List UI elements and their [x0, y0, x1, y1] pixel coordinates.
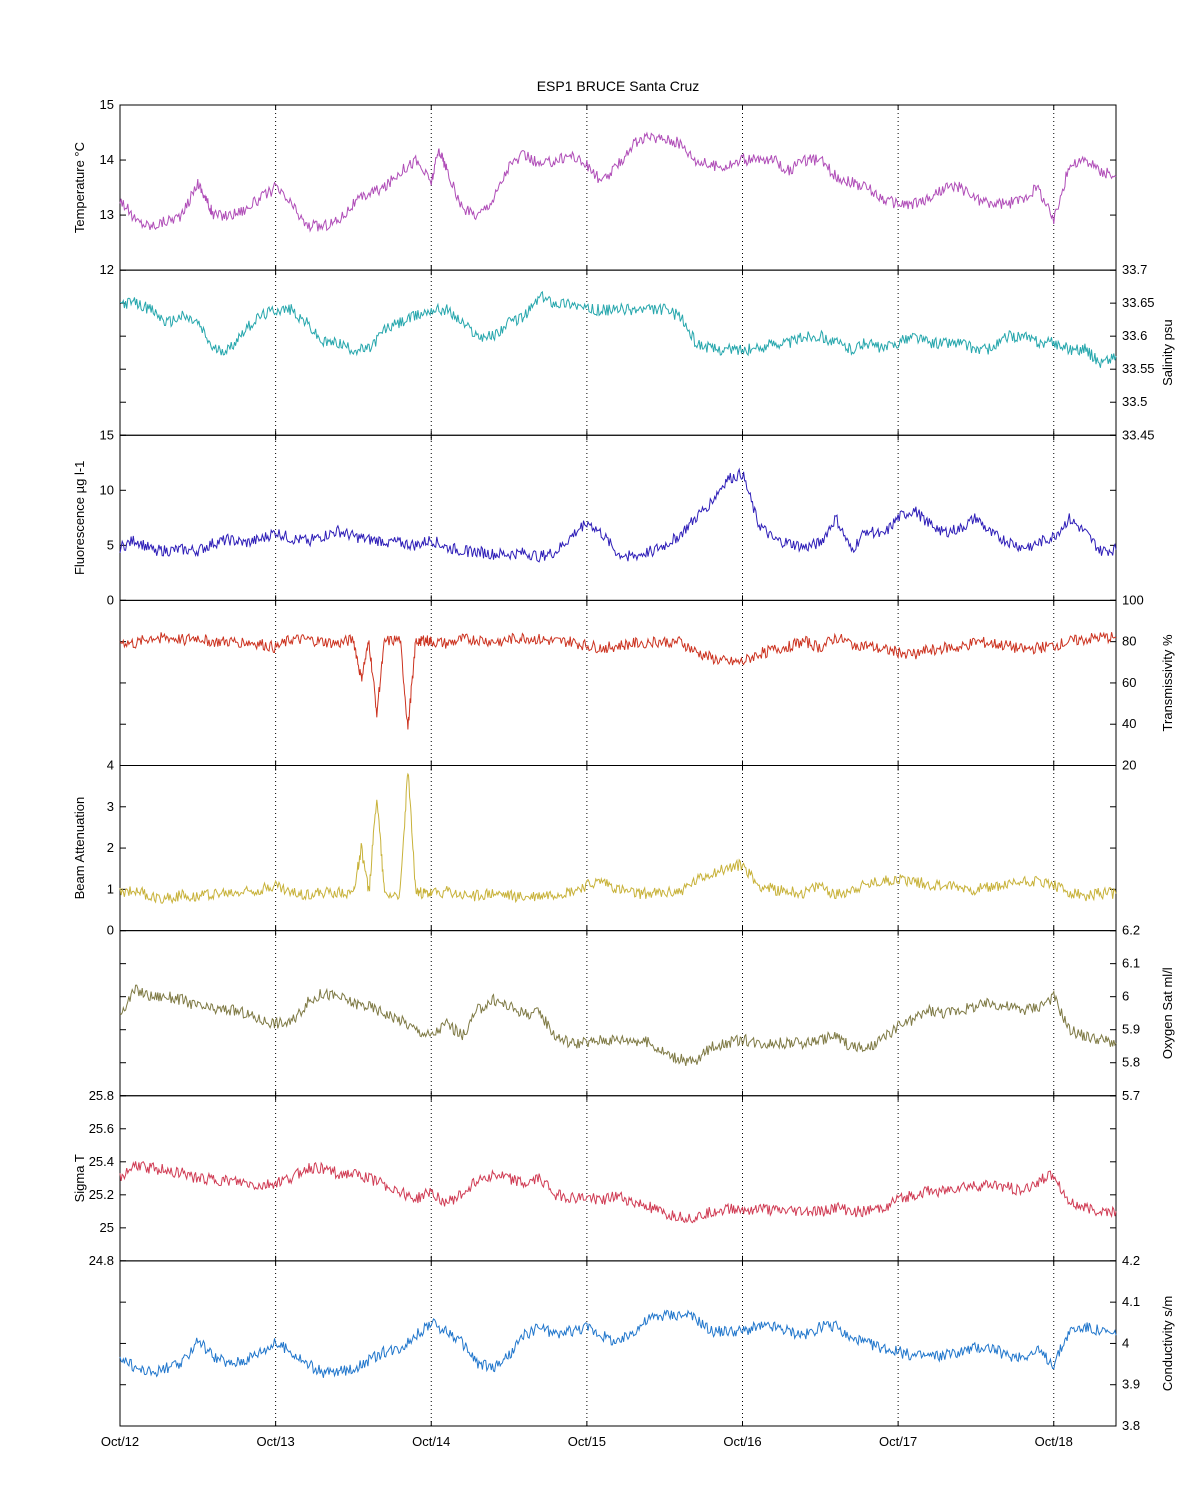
- y-tick-label: 24.8: [89, 1253, 114, 1268]
- y-axis-label-oxygen: Oxygen Sat ml/l: [1160, 967, 1175, 1059]
- y-tick-label: 5.9: [1122, 1022, 1140, 1037]
- y-tick-label: 13: [100, 207, 114, 222]
- y-axis-label-sigma_t: Sigma T: [72, 1154, 87, 1202]
- y-tick-label: 33.55: [1122, 361, 1155, 376]
- y-tick-label: 3: [107, 799, 114, 814]
- y-tick-label: 3.8: [1122, 1418, 1140, 1433]
- series-line-conductivity: [119, 1309, 1117, 1378]
- y-tick-label: 33.5: [1122, 394, 1147, 409]
- y-tick-label: 0: [107, 923, 114, 938]
- x-tick-label: Oct/14: [412, 1434, 450, 1449]
- series-line-salinity: [119, 290, 1117, 368]
- x-tick-label: Oct/15: [568, 1434, 606, 1449]
- y-tick-label: 100: [1122, 592, 1144, 607]
- y-tick-label: 25.8: [89, 1088, 114, 1103]
- series-line-beam_attenuation: [119, 772, 1117, 905]
- x-tick-label: Oct/17: [879, 1434, 917, 1449]
- chart-title: ESP1 BRUCE Santa Cruz: [536, 78, 700, 94]
- y-tick-label: 4.1: [1122, 1294, 1140, 1309]
- y-tick-label: 4: [1122, 1335, 1129, 1350]
- series-line-transmissivity: [119, 631, 1117, 730]
- panel-frame-oxygen: [119, 930, 1117, 1097]
- y-tick-label: 12: [100, 262, 114, 277]
- x-tick-label: Oct/16: [723, 1434, 761, 1449]
- y-tick-label: 80: [1122, 634, 1136, 649]
- y-tick-label: 33.65: [1122, 295, 1155, 310]
- y-axis-label-transmissivity: Transmissivity %: [1160, 634, 1175, 731]
- y-tick-label: 3.9: [1122, 1377, 1140, 1392]
- x-tick-label: Oct/18: [1035, 1434, 1073, 1449]
- y-tick-label: 33.6: [1122, 328, 1147, 343]
- y-tick-label: 6.2: [1122, 923, 1140, 938]
- panel-frame-beam_attenuation: [119, 765, 1117, 932]
- y-tick-label: 25: [100, 1220, 114, 1235]
- y-tick-label: 20: [1122, 758, 1136, 773]
- y-tick-label: 14: [100, 152, 114, 167]
- y-axis-label-salinity: Salinity psu: [1160, 319, 1175, 385]
- series-line-sigma_t: [119, 1161, 1117, 1224]
- y-tick-label: 4.2: [1122, 1253, 1140, 1268]
- y-axis-label-temperature: Temperature °C: [72, 142, 87, 233]
- y-tick-label: 10: [100, 482, 114, 497]
- y-tick-label: 5.8: [1122, 1055, 1140, 1070]
- panel-frame-fluorescence: [119, 434, 1117, 601]
- series-line-temperature: [119, 131, 1117, 233]
- y-tick-label: 33.7: [1122, 262, 1147, 277]
- y-tick-label: 25.4: [89, 1154, 114, 1169]
- y-tick-label: 40: [1122, 716, 1136, 731]
- series-line-oxygen: [119, 984, 1117, 1067]
- y-axis-label-fluorescence: Fluorescence µg l-1: [72, 461, 87, 575]
- y-axis-label-conductivity: Conductivity s/m: [1160, 1296, 1175, 1391]
- y-tick-label: 2: [107, 840, 114, 855]
- panel-frame-transmissivity: [119, 599, 1117, 766]
- y-tick-label: 1: [107, 881, 114, 896]
- y-tick-label: 5: [107, 537, 114, 552]
- y-tick-label: 6.1: [1122, 956, 1140, 971]
- series-line-fluorescence: [119, 467, 1117, 563]
- x-tick-label: Oct/12: [101, 1434, 139, 1449]
- y-tick-label: 6: [1122, 989, 1129, 1004]
- y-axis-label-beam_attenuation: Beam Attenuation: [72, 797, 87, 900]
- y-tick-label: 15: [100, 97, 114, 112]
- y-tick-label: 0: [107, 592, 114, 607]
- y-tick-label: 60: [1122, 675, 1136, 690]
- y-tick-label: 33.45: [1122, 427, 1155, 442]
- y-tick-label: 25.6: [89, 1121, 114, 1136]
- y-tick-label: 15: [100, 427, 114, 442]
- x-tick-label: Oct/13: [256, 1434, 294, 1449]
- panel-frame-salinity: [119, 269, 1117, 436]
- y-tick-label: 4: [107, 758, 114, 773]
- panel-frame-sigma_t: [119, 1095, 1117, 1262]
- panel-frame-conductivity: [119, 1260, 1117, 1427]
- y-tick-label: 25.2: [89, 1187, 114, 1202]
- y-tick-label: 5.7: [1122, 1088, 1140, 1103]
